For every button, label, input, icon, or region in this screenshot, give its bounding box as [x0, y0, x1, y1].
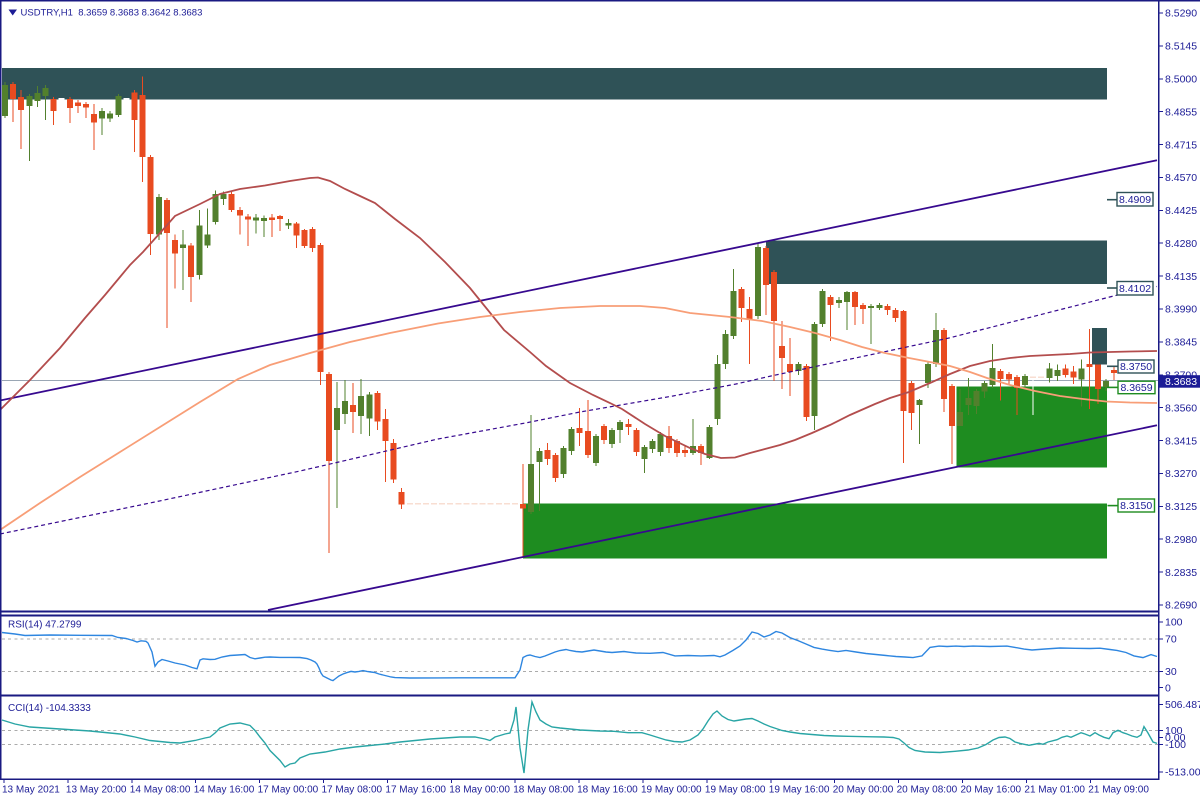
svg-text:8.2690: 8.2690 — [1165, 600, 1197, 612]
svg-text:18 May 08:00: 18 May 08:00 — [513, 785, 574, 796]
svg-text:18 May 00:00: 18 May 00:00 — [449, 785, 510, 796]
svg-text:-513.007: -513.007 — [1165, 767, 1200, 779]
svg-text:14 May 16:00: 14 May 16:00 — [194, 785, 255, 796]
svg-text:17 May 08:00: 17 May 08:00 — [322, 785, 383, 796]
svg-text:8.2835: 8.2835 — [1165, 567, 1197, 579]
svg-text:20 May 08:00: 20 May 08:00 — [897, 785, 958, 796]
svg-text:8.4135: 8.4135 — [1165, 271, 1197, 283]
svg-text:13 May 2021: 13 May 2021 — [2, 785, 60, 796]
svg-text:20 May 16:00: 20 May 16:00 — [961, 785, 1022, 796]
svg-text:8.4570: 8.4570 — [1165, 172, 1197, 184]
svg-text:8.3560: 8.3560 — [1165, 402, 1197, 414]
svg-text:14 May 08:00: 14 May 08:00 — [130, 785, 191, 796]
svg-text:-100: -100 — [1165, 739, 1186, 751]
svg-text:8.4280: 8.4280 — [1165, 238, 1197, 250]
svg-text:8.3750: 8.3750 — [1120, 361, 1152, 373]
svg-text:19 May 16:00: 19 May 16:00 — [769, 785, 830, 796]
svg-text:8.3125: 8.3125 — [1165, 501, 1197, 513]
svg-text:8.3659: 8.3659 — [1120, 382, 1152, 394]
svg-text:19 May 08:00: 19 May 08:00 — [705, 785, 766, 796]
svg-text:13 May 20:00: 13 May 20:00 — [66, 785, 127, 796]
svg-text:0: 0 — [1165, 682, 1171, 694]
svg-text:70: 70 — [1165, 634, 1177, 646]
svg-text:8.4909: 8.4909 — [1119, 194, 1151, 206]
svg-text:21 May 09:00: 21 May 09:00 — [1088, 785, 1149, 796]
svg-text:8.3845: 8.3845 — [1165, 337, 1197, 349]
svg-text:17 May 00:00: 17 May 00:00 — [258, 785, 319, 796]
svg-text:100: 100 — [1165, 725, 1183, 737]
svg-text:RSI(14) 47.2799: RSI(14) 47.2799 — [8, 620, 82, 631]
svg-text:USDTRY,H1 8.3659 8.3683 8.364: USDTRY,H1 8.3659 8.3683 8.3642 8.3683 — [21, 7, 203, 18]
svg-text:8.4855: 8.4855 — [1165, 106, 1197, 118]
svg-text:19 May 00:00: 19 May 00:00 — [641, 785, 702, 796]
svg-text:8.3415: 8.3415 — [1165, 435, 1197, 447]
svg-text:8.3990: 8.3990 — [1165, 304, 1197, 316]
svg-text:8.5145: 8.5145 — [1165, 41, 1197, 53]
svg-text:8.3150: 8.3150 — [1120, 500, 1152, 512]
svg-text:20 May 00:00: 20 May 00:00 — [833, 785, 894, 796]
svg-text:30: 30 — [1165, 666, 1177, 678]
svg-text:21 May 01:00: 21 May 01:00 — [1024, 785, 1085, 796]
svg-text:8.4102: 8.4102 — [1119, 283, 1151, 295]
svg-text:CCI(14) -104.3333: CCI(14) -104.3333 — [8, 703, 91, 714]
svg-text:8.4425: 8.4425 — [1165, 205, 1197, 217]
svg-text:8.2980: 8.2980 — [1165, 534, 1197, 546]
svg-text:0.00: 0.00 — [1165, 732, 1186, 744]
svg-text:18 May 16:00: 18 May 16:00 — [577, 785, 638, 796]
svg-text:100: 100 — [1165, 617, 1183, 629]
svg-text:8.5290: 8.5290 — [1165, 8, 1197, 20]
svg-text:8.3683: 8.3683 — [1165, 376, 1197, 388]
svg-text:8.4715: 8.4715 — [1165, 139, 1197, 151]
svg-text:8.3270: 8.3270 — [1165, 468, 1197, 480]
svg-text:17 May 16:00: 17 May 16:00 — [385, 785, 446, 796]
svg-text:8.5000: 8.5000 — [1165, 74, 1197, 86]
svg-text:506.4874: 506.4874 — [1165, 699, 1200, 711]
